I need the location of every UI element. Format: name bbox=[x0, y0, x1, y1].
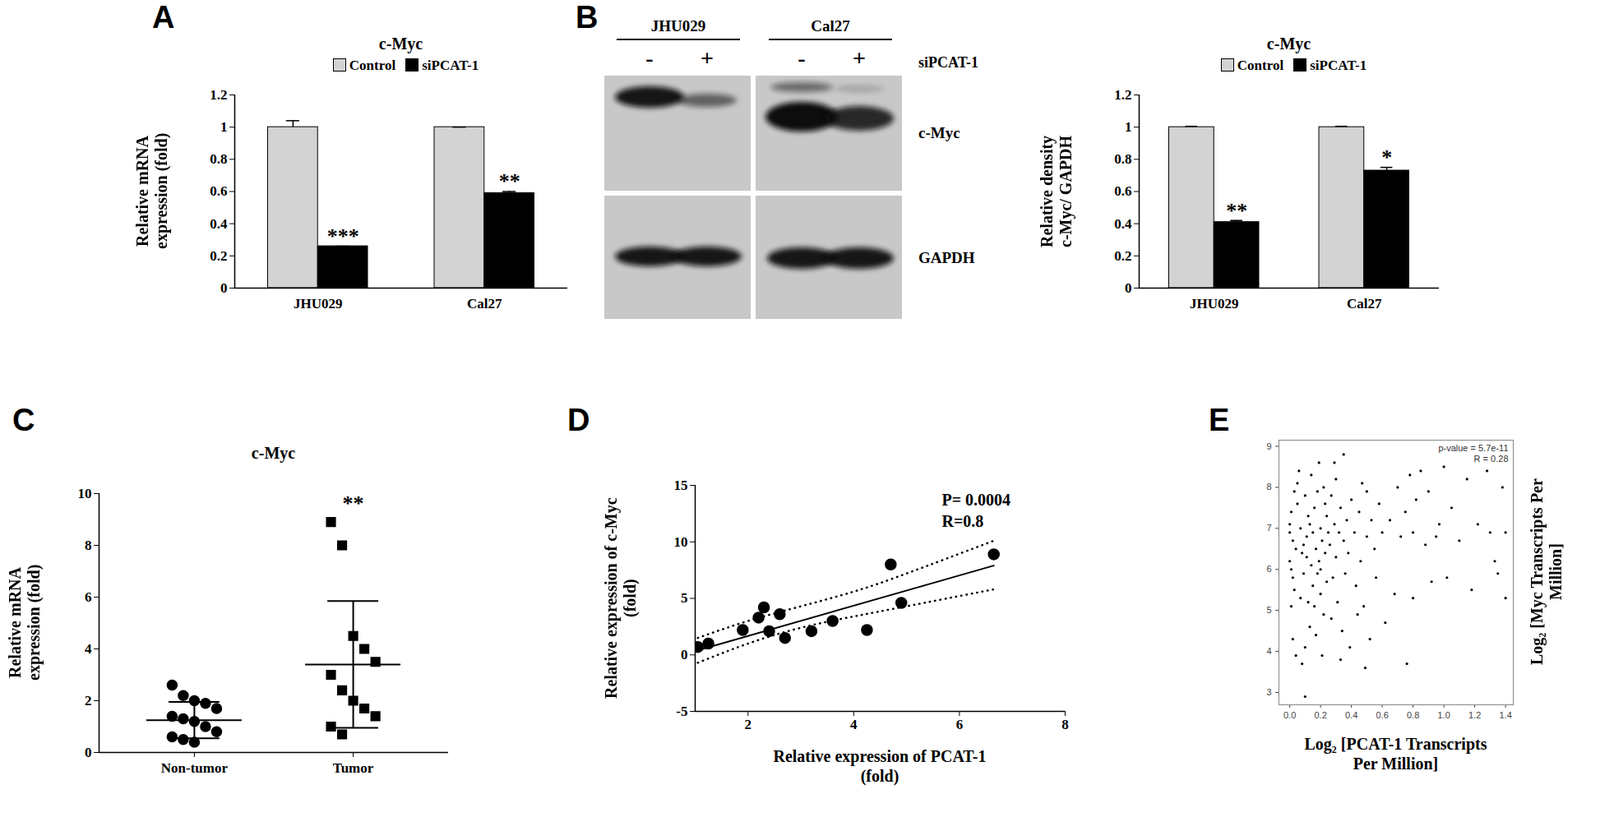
html-text:c-Myc: c-Myc bbox=[251, 443, 296, 463]
svg-text:1: 1 bbox=[1124, 119, 1133, 135]
svg-text:1: 1 bbox=[220, 119, 228, 135]
svg-text:Cal27: Cal27 bbox=[1346, 295, 1383, 312]
html-text:Relative expression of c-Myc (: Relative expression of c-Myc (fold) bbox=[601, 497, 639, 699]
html-text:A: A bbox=[152, 0, 175, 35]
svg-text:5: 5 bbox=[680, 590, 689, 606]
svg-text:-: - bbox=[797, 45, 805, 71]
svg-text:P= 0.0004: P= 0.0004 bbox=[942, 490, 1012, 509]
svg-text:0: 0 bbox=[1124, 280, 1133, 296]
html-text:D: D bbox=[567, 402, 590, 438]
html-text:Relative mRNA expression (fold: Relative mRNA expression (fold) bbox=[5, 564, 43, 681]
svg-text:2: 2 bbox=[84, 693, 93, 709]
svg-text:JHU029: JHU029 bbox=[293, 295, 343, 312]
svg-text:8: 8 bbox=[84, 537, 93, 554]
svg-text:4: 4 bbox=[84, 641, 93, 657]
svg-text:0.0: 0.0 bbox=[1283, 710, 1296, 721]
svg-text:0.6: 0.6 bbox=[209, 183, 227, 199]
svg-text:+: + bbox=[852, 45, 866, 71]
svg-text:9: 9 bbox=[1266, 441, 1272, 452]
svg-text:0.8: 0.8 bbox=[1114, 151, 1132, 167]
html-text:B: B bbox=[575, 0, 599, 35]
svg-text:0: 0 bbox=[84, 744, 93, 761]
svg-text:0.2: 0.2 bbox=[1313, 710, 1327, 721]
html-text:C: C bbox=[12, 402, 35, 438]
svg-text:siPCAT-1: siPCAT-1 bbox=[918, 54, 979, 71]
svg-text:6: 6 bbox=[956, 716, 964, 733]
svg-text:5: 5 bbox=[1266, 605, 1272, 616]
svg-text:Cal27: Cal27 bbox=[810, 17, 851, 35]
html-text:Relative mRNA expression (fold: Relative mRNA expression (fold) bbox=[133, 133, 171, 250]
svg-text:1.2: 1.2 bbox=[209, 87, 227, 103]
html-text:Relative density c-Myc/ GAPDH: Relative density c-Myc/ GAPDH bbox=[1037, 135, 1075, 248]
svg-text:10: 10 bbox=[78, 485, 93, 502]
html-text:c-Myc: c-Myc bbox=[1266, 34, 1311, 53]
svg-text:**: ** bbox=[1225, 198, 1248, 223]
html-text:siPCAT-1: siPCAT-1 bbox=[1309, 57, 1367, 74]
svg-text:1.2: 1.2 bbox=[1468, 710, 1481, 721]
html-text:c-Myc: c-Myc bbox=[378, 34, 423, 53]
svg-text:R = 0.28: R = 0.28 bbox=[1474, 453, 1509, 464]
svg-text:-5: -5 bbox=[675, 703, 688, 720]
svg-text:0.4: 0.4 bbox=[209, 216, 228, 232]
svg-text:6: 6 bbox=[84, 589, 93, 606]
svg-text:Tumor: Tumor bbox=[332, 760, 375, 777]
svg-text:p-value = 5.7e-11: p-value = 5.7e-11 bbox=[1438, 443, 1508, 454]
html-text:Relative expression of PCAT-1: Relative expression of PCAT-1 (fold) bbox=[773, 747, 987, 786]
svg-text:0.4: 0.4 bbox=[1345, 710, 1358, 721]
svg-text:0.2: 0.2 bbox=[1114, 248, 1132, 264]
html-text:Log₂ [PCAT-1 Transcripts Per M: Log₂ [PCAT-1 Transcripts Per Million] bbox=[1304, 735, 1487, 773]
html-text:siPCAT-1: siPCAT-1 bbox=[421, 57, 479, 74]
svg-text:1.0: 1.0 bbox=[1437, 710, 1450, 721]
html-text:Control: Control bbox=[1237, 57, 1284, 74]
svg-text:+: + bbox=[700, 45, 714, 71]
svg-text:JHU029: JHU029 bbox=[1189, 295, 1240, 312]
svg-text:*: * bbox=[1381, 145, 1392, 170]
svg-text:0.2: 0.2 bbox=[209, 248, 227, 264]
svg-text:***: *** bbox=[327, 224, 360, 249]
svg-text:0.8: 0.8 bbox=[1406, 710, 1420, 721]
svg-text:Cal27: Cal27 bbox=[467, 295, 503, 312]
svg-text:1.4: 1.4 bbox=[1498, 710, 1512, 721]
svg-text:2: 2 bbox=[744, 716, 753, 733]
svg-text:0.6: 0.6 bbox=[1114, 183, 1132, 199]
svg-text:-: - bbox=[645, 45, 653, 71]
svg-text:1.2: 1.2 bbox=[1114, 87, 1132, 103]
svg-text:0.8: 0.8 bbox=[209, 151, 227, 167]
svg-text:0.4: 0.4 bbox=[1114, 216, 1133, 232]
svg-text:**: ** bbox=[499, 169, 521, 194]
svg-text:4: 4 bbox=[1266, 646, 1272, 657]
html-text:E: E bbox=[1208, 402, 1230, 438]
svg-text:8: 8 bbox=[1266, 481, 1272, 492]
svg-text:8: 8 bbox=[1061, 716, 1069, 733]
svg-text:0: 0 bbox=[680, 647, 689, 663]
svg-text:GAPDH: GAPDH bbox=[918, 249, 976, 267]
svg-text:JHU029: JHU029 bbox=[651, 17, 707, 35]
svg-text:15: 15 bbox=[674, 477, 689, 494]
html-text:Log₂ [Myc Transcripts Per Mill: Log₂ [Myc Transcripts Per Million] bbox=[1527, 479, 1565, 666]
svg-text:6: 6 bbox=[1266, 564, 1272, 574]
svg-text:7: 7 bbox=[1266, 522, 1272, 533]
html-text:Control: Control bbox=[349, 57, 396, 74]
svg-text:4: 4 bbox=[850, 716, 858, 733]
svg-text:10: 10 bbox=[674, 534, 689, 551]
svg-text:**: ** bbox=[342, 491, 365, 516]
svg-text:R=0.8: R=0.8 bbox=[942, 512, 985, 531]
svg-text:3: 3 bbox=[1266, 687, 1272, 698]
svg-text:Non-tumor: Non-tumor bbox=[161, 760, 229, 777]
svg-text:c-Myc: c-Myc bbox=[918, 124, 961, 142]
svg-text:0: 0 bbox=[220, 280, 228, 296]
svg-text:0.6: 0.6 bbox=[1375, 710, 1388, 721]
